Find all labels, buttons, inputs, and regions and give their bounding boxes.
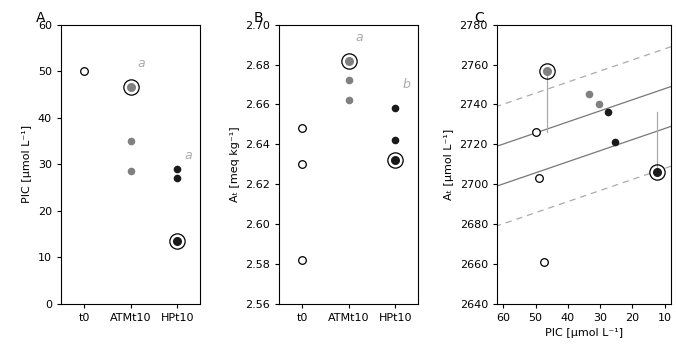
Text: a: a (138, 56, 145, 70)
Y-axis label: PIC [µmol L⁻¹]: PIC [µmol L⁻¹] (22, 125, 33, 203)
Text: C: C (475, 11, 484, 25)
Text: a: a (184, 150, 192, 162)
Text: b: b (402, 78, 410, 91)
X-axis label: PIC [µmol L⁻¹]: PIC [µmol L⁻¹] (545, 328, 623, 338)
Y-axis label: Aₜ [meq kg⁻¹]: Aₜ [meq kg⁻¹] (230, 126, 239, 202)
Text: B: B (254, 11, 264, 25)
Text: A: A (36, 11, 45, 25)
Y-axis label: Aₜ [µmol L⁻¹]: Aₜ [µmol L⁻¹] (444, 128, 454, 200)
Text: a: a (356, 31, 363, 44)
